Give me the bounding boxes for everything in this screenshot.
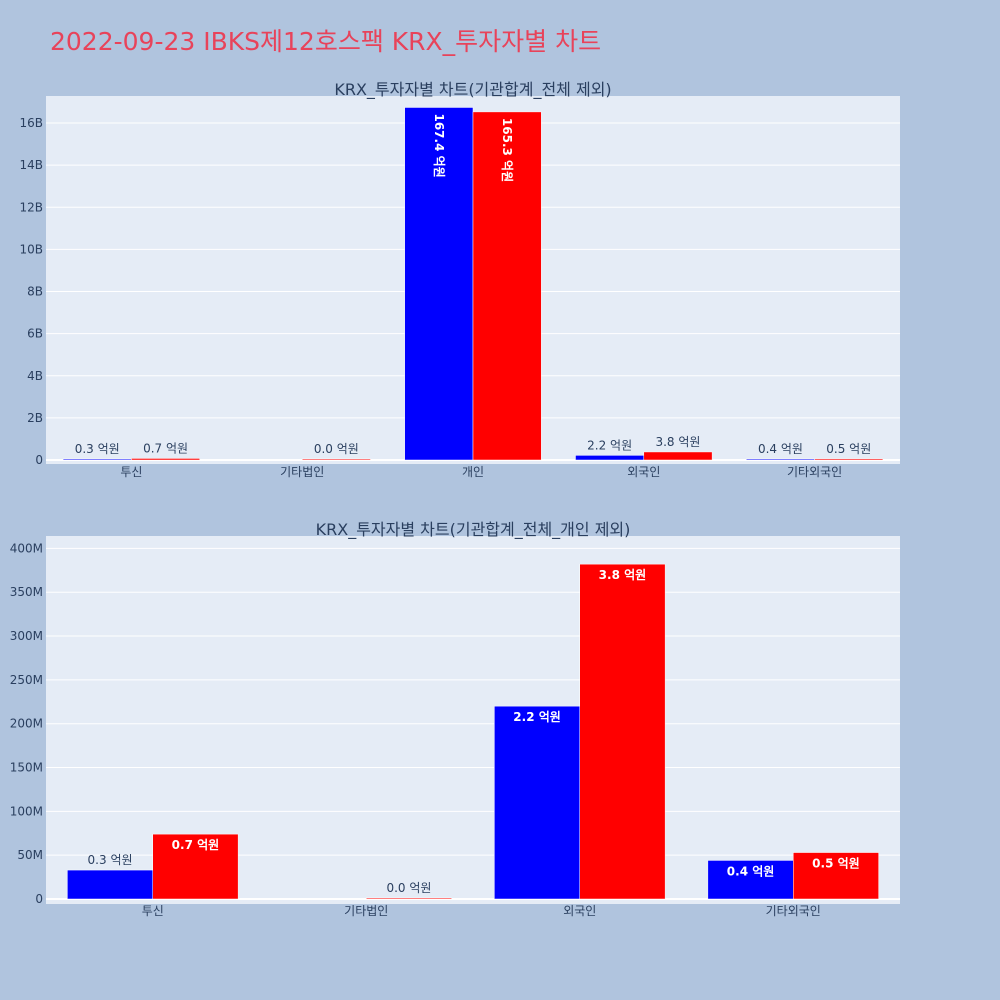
y-tick-label: 8B — [27, 285, 43, 299]
bar — [366, 897, 452, 900]
y-tick-label: 50M — [17, 848, 43, 862]
data-label: 0.7 억원 — [143, 441, 188, 455]
data-label: 167.4 억원 — [432, 113, 446, 177]
y-tick-label: 350M — [10, 585, 43, 599]
x-tick-label: 기타법인 — [280, 465, 324, 479]
y-tick-label: 16B — [19, 116, 43, 130]
x-tick-label: 외국인 — [627, 465, 660, 479]
chart-title: KRX_투자자별 차트(기관합계_전체 제외) — [334, 80, 611, 100]
y-tick-label: 250M — [10, 673, 43, 687]
bar — [152, 833, 239, 900]
data-label: 0.5 억원 — [826, 442, 871, 456]
y-tick-label: 2B — [27, 411, 43, 425]
data-label: 0.5 억원 — [812, 857, 860, 871]
x-tick-label: 투신 — [120, 465, 142, 479]
y-tick-label: 0 — [35, 892, 43, 906]
data-label: 165.3 억원 — [500, 118, 514, 182]
y-tick-label: 12B — [19, 200, 43, 214]
data-label: 0.4 억원 — [727, 864, 775, 878]
y-tick-label: 100M — [10, 804, 43, 818]
y-tick-label: 200M — [10, 717, 43, 731]
data-label: 0.0 억원 — [314, 442, 359, 456]
data-label: 2.2 억원 — [513, 710, 561, 724]
x-tick-label: 외국인 — [563, 904, 596, 918]
bar — [301, 458, 371, 461]
y-tick-label: 400M — [10, 541, 43, 555]
bar — [67, 869, 153, 900]
bar — [62, 458, 132, 461]
y-tick-label: 6B — [27, 327, 43, 341]
y-tick-label: 10B — [19, 242, 43, 256]
y-tick-label: 150M — [10, 761, 43, 775]
bar — [746, 458, 815, 461]
x-tick-label: 기타외국인 — [766, 904, 821, 918]
chart-1: 0 2B 4B 6B 8B 10B 12B 14B 16B KRX_투자자별 차트(기관합계_전체… — [19, 80, 900, 479]
data-label: 2.2 억원 — [587, 438, 632, 452]
data-label: 3.8 억원 — [655, 435, 700, 449]
chart-2: 0 50M 100M 150M 200M 250M 300M 350M 400M KRX_투자자별… — [10, 520, 900, 918]
data-label: 0.3 억원 — [75, 442, 120, 456]
data-label: 0.0 억원 — [386, 881, 431, 895]
data-label: 0.7 억원 — [172, 838, 220, 852]
bar — [131, 458, 200, 461]
bar — [575, 455, 645, 461]
x-tick-label: 개인 — [462, 465, 484, 479]
x-tick-label: 투신 — [142, 904, 164, 918]
data-label: 3.8 억원 — [599, 568, 647, 582]
bar — [472, 111, 542, 461]
bar — [643, 451, 713, 461]
bar — [404, 107, 474, 461]
bar — [793, 852, 879, 900]
y-tick-label: 0 — [35, 453, 43, 467]
data-label: 0.4 억원 — [758, 442, 803, 456]
bar — [494, 705, 581, 900]
x-tick-label: 기타외국인 — [787, 465, 842, 479]
chart-title: KRX_투자자별 차트(기관합계_전체_개인 제외) — [316, 520, 631, 540]
bar — [814, 458, 884, 461]
y-tick-label: 300M — [10, 629, 43, 643]
bar — [707, 860, 794, 900]
y-tick-label: 4B — [27, 369, 43, 383]
x-tick-label: 기타법인 — [344, 904, 388, 918]
page-title: 2022-09-23 IBKS제12호스팩 KRX_투자자별 차트 — [50, 27, 602, 56]
bar — [579, 563, 666, 900]
y-tick-label: 14B — [19, 158, 43, 172]
data-label: 0.3 억원 — [88, 853, 133, 867]
